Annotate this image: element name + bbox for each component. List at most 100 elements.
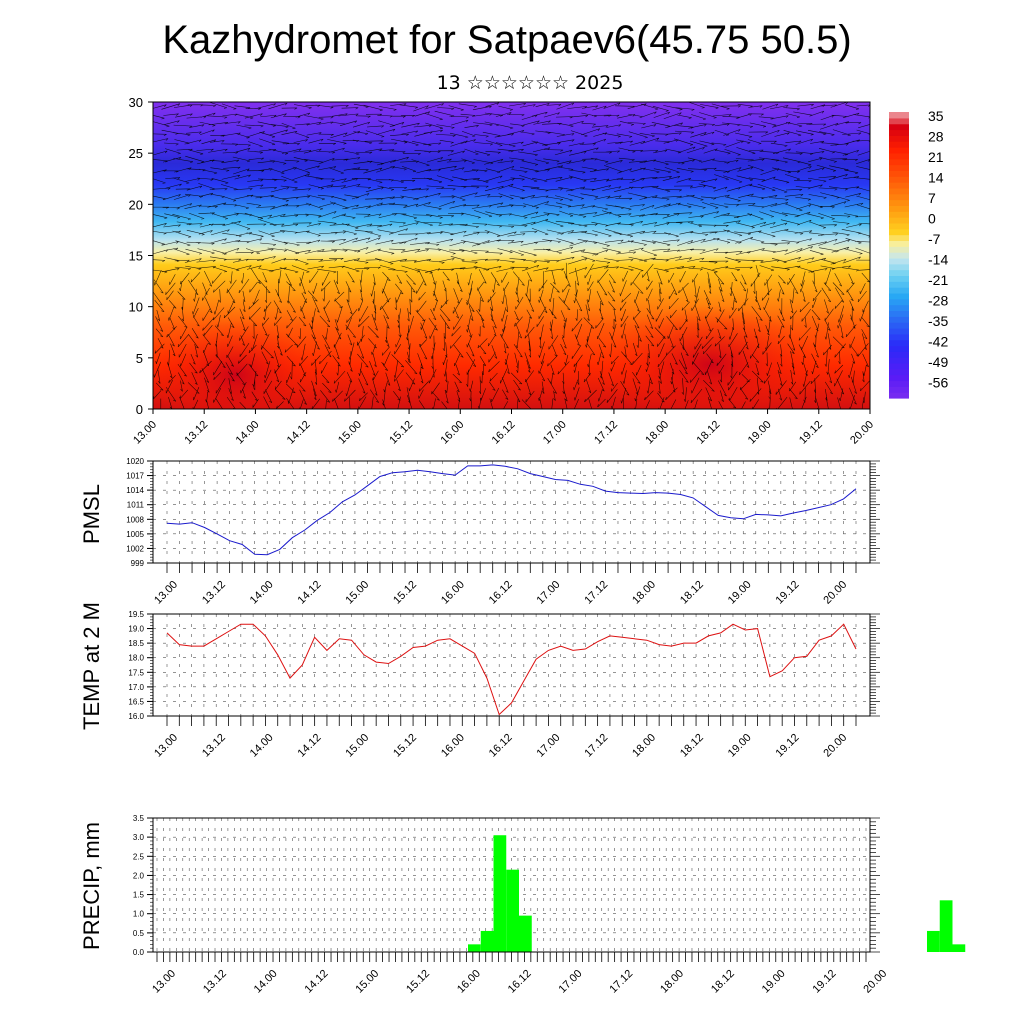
- colorbar-band: [889, 152, 909, 160]
- x-tick-label: 13.00: [150, 968, 178, 996]
- colorbar-band: [889, 117, 909, 125]
- colorbar-band: [889, 351, 909, 358]
- colorbar-label: 21: [928, 149, 944, 165]
- colorbar-band: [889, 269, 909, 277]
- colorbar-band: [889, 164, 909, 171]
- y-tick-label: 1017: [126, 472, 144, 481]
- x-tick-label: 17.12: [592, 419, 620, 447]
- y-tick-label: 18.5: [128, 639, 144, 648]
- colorbar-band: [889, 316, 909, 323]
- colorbar-band: [889, 304, 909, 312]
- temp-grid: [153, 613, 870, 717]
- x-tick-label: 20.00: [861, 968, 889, 996]
- x-tick-label: 14.00: [252, 968, 280, 996]
- y-tick-label: 19.0: [128, 625, 144, 634]
- y-tick-label: 1.5: [133, 891, 145, 900]
- x-tick-label: 17.12: [582, 579, 610, 607]
- y-tick-label: 1014: [126, 486, 144, 495]
- x-tick-label: 19.12: [774, 579, 802, 607]
- colorbar-band: [889, 339, 909, 347]
- x-tick-label: 13.00: [131, 419, 159, 447]
- heatmap-hot-spot: [153, 320, 320, 409]
- y-tick-label: 5: [136, 351, 143, 366]
- x-tick-label: 16.00: [439, 579, 467, 607]
- colorbar-label: -21: [928, 272, 948, 288]
- colorbar-band: [889, 123, 909, 131]
- y-tick-label: 30: [129, 95, 143, 110]
- colorbar-label: -7: [928, 231, 941, 247]
- colorbar-band: [889, 211, 909, 218]
- x-tick-label: 16.12: [487, 732, 515, 760]
- x-tick-label: 14.12: [285, 419, 313, 447]
- x-tick-label: 14.12: [296, 579, 324, 607]
- wind-vector-field: [153, 102, 870, 409]
- colorbar-band: [889, 368, 909, 376]
- colorbar-band: [889, 129, 909, 136]
- colorbar-band: [889, 357, 909, 364]
- x-tick-label: 16.00: [439, 732, 467, 760]
- x-tick-label: 15.12: [391, 732, 419, 760]
- y-tick-label: 16.0: [128, 712, 144, 721]
- pmsl-y-axis: 999 1002 1005 1008 1011 1014 1017 1020: [126, 457, 880, 568]
- x-tick-label: 20.00: [848, 419, 876, 447]
- y-tick-label: 1008: [126, 515, 144, 524]
- y-tick-label: 2.5: [133, 852, 145, 861]
- colorbar-band: [889, 176, 909, 183]
- colorbar-band: [889, 240, 909, 247]
- y-tick-label: 17.0: [128, 683, 144, 692]
- colorbar-band: [889, 263, 909, 271]
- panel-frame: [152, 460, 871, 564]
- colorbar-band: [889, 298, 909, 306]
- x-tick-label: 16.12: [490, 419, 518, 447]
- colorbar-band: [889, 287, 909, 294]
- y-tick-label: 1011: [127, 501, 145, 510]
- temp-panel: 16.0 16.5 17.0 17.5 18.0 18.5 19.0 19.5 13.00 13…: [79, 602, 880, 760]
- colorbar-band: [889, 392, 909, 399]
- pmsl-x-axis: 13.00 13.12 14.00 14.12 15.00 15.12 16.00 16.12…: [152, 563, 857, 607]
- x-tick-label: 19.12: [811, 968, 839, 996]
- colorbar-band: [889, 222, 909, 230]
- y-tick-label: 19.5: [128, 610, 144, 619]
- colorbar-band: [889, 310, 909, 317]
- page-subtitle: 13 ☆☆☆☆☆☆ 2025: [436, 72, 624, 94]
- x-tick-label: 14.00: [234, 419, 262, 447]
- x-tick-label: 14.12: [303, 968, 331, 996]
- x-tick-label: 13.00: [152, 732, 180, 760]
- colorbar: 35 28 21 14 7 0 -7 -14 -21 -28 -35 -42 -49 -56: [889, 108, 948, 399]
- x-tick-label: 13.12: [200, 732, 228, 760]
- colorbar-band: [889, 158, 909, 166]
- y-tick-label: 16.5: [128, 697, 144, 706]
- colorbar-label: 7: [928, 190, 936, 206]
- x-tick-label: 18.00: [658, 968, 686, 996]
- x-tick-label: 17.00: [557, 968, 585, 996]
- x-tick-label: 18.00: [630, 732, 658, 760]
- precip-bars: [468, 835, 966, 952]
- colorbar-label: 14: [928, 170, 944, 186]
- y-tick-label: 17.5: [128, 668, 144, 677]
- y-tick-label: 1020: [126, 457, 144, 466]
- colorbar-band: [889, 327, 909, 335]
- x-tick-label: 15.12: [387, 419, 415, 447]
- x-tick-label: 17.00: [535, 579, 563, 607]
- page-title: Kazhydromet for Satpaev6(45.75 50.5): [162, 18, 852, 62]
- y-tick-label: 18.0: [128, 654, 144, 663]
- precip-bar: [506, 869, 519, 952]
- precip-bar: [927, 930, 940, 952]
- x-tick-label: 17.12: [607, 968, 635, 996]
- temp-series-line: [166, 623, 857, 716]
- pmsl-series-line: [166, 464, 857, 556]
- colorbar-band: [889, 170, 909, 177]
- y-tick-label: 0: [136, 402, 143, 417]
- x-tick-label: 19.12: [774, 732, 802, 760]
- x-tick-label: 15.00: [353, 968, 381, 996]
- colorbar-band: [889, 345, 909, 352]
- pmsl-frame: [152, 460, 871, 564]
- x-tick-label: 19.12: [797, 419, 825, 447]
- x-tick-label: 18.12: [695, 419, 723, 447]
- x-tick-label: 16.00: [455, 968, 483, 996]
- heatmap-y-axis: 0 5 10 15 20 25 30: [129, 95, 153, 417]
- colorbar-band: [889, 182, 909, 189]
- colorbar-band: [889, 275, 909, 282]
- precip-y-label: PRECIP, mm: [79, 822, 104, 950]
